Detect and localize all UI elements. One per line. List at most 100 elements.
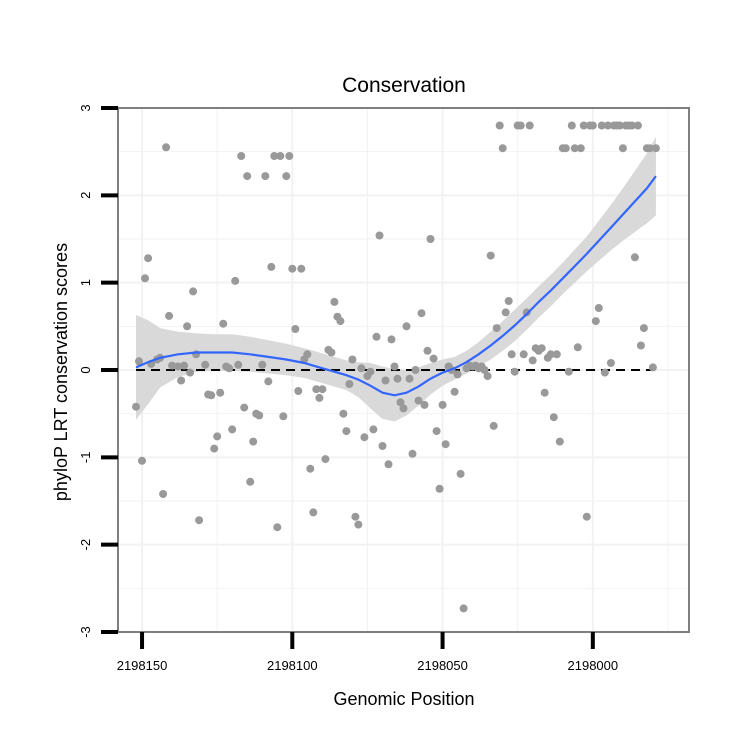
data-point xyxy=(249,437,258,446)
data-point xyxy=(360,433,369,442)
data-point xyxy=(369,425,378,434)
data-point xyxy=(144,254,153,263)
data-point xyxy=(402,322,411,331)
data-point xyxy=(294,387,303,395)
data-point xyxy=(285,152,294,160)
data-point xyxy=(210,444,219,453)
data-point xyxy=(183,322,192,331)
data-point xyxy=(357,364,366,373)
data-point xyxy=(426,235,435,243)
x-tick-label: 2198050 xyxy=(417,658,468,673)
x-tick-label: 2198100 xyxy=(267,658,318,673)
y-tick-label: 2 xyxy=(78,192,93,199)
data-point xyxy=(321,455,330,464)
data-point xyxy=(165,311,174,320)
data-point xyxy=(336,317,345,326)
smooth-fit-line xyxy=(135,175,657,397)
data-point xyxy=(168,361,177,370)
data-point xyxy=(228,425,237,434)
data-point xyxy=(258,360,267,369)
data-point xyxy=(606,359,615,367)
data-point xyxy=(195,516,204,525)
data-point xyxy=(429,354,438,363)
data-point xyxy=(231,276,240,285)
data-point xyxy=(237,152,246,160)
data-point xyxy=(645,144,654,153)
data-point xyxy=(159,490,168,498)
data-point xyxy=(138,456,146,465)
data-point xyxy=(375,231,384,240)
data-point xyxy=(441,440,450,449)
data-point xyxy=(480,366,489,374)
data-point xyxy=(423,346,432,355)
data-point xyxy=(411,366,420,374)
data-point xyxy=(528,356,537,365)
data-point xyxy=(354,520,363,529)
data-point xyxy=(576,144,585,153)
data-point xyxy=(435,484,444,493)
data-point xyxy=(648,363,657,372)
data-point xyxy=(555,437,564,446)
data-point xyxy=(327,348,336,357)
data-point xyxy=(135,357,143,366)
y-tick-label: -2 xyxy=(78,539,93,551)
data-point xyxy=(213,432,222,441)
y-tick-label: 3 xyxy=(78,104,93,111)
data-point xyxy=(303,350,312,359)
data-point xyxy=(459,604,468,613)
data-point xyxy=(351,512,360,521)
data-point xyxy=(297,264,306,273)
data-point xyxy=(276,152,285,160)
data-point xyxy=(417,309,426,318)
data-point xyxy=(522,308,531,317)
data-point xyxy=(597,121,606,130)
data-point xyxy=(615,121,624,130)
x-tick-label: 2198000 xyxy=(568,658,619,673)
x-tick-label: 2198150 xyxy=(117,658,168,673)
data-point xyxy=(141,274,149,283)
data-point xyxy=(216,388,225,397)
data-point xyxy=(486,251,495,260)
data-point xyxy=(591,317,600,326)
data-point xyxy=(174,362,183,371)
data-point xyxy=(162,143,171,152)
data-point xyxy=(396,398,405,407)
y-tick-label: 1 xyxy=(78,279,93,286)
x-axis: 2198150 2198100 2198050 2198000 xyxy=(117,632,618,673)
data-point xyxy=(639,324,648,333)
data-point xyxy=(450,387,459,396)
data-point xyxy=(240,403,249,412)
data-point xyxy=(291,325,300,333)
data-point xyxy=(456,469,465,478)
data-point xyxy=(342,427,351,436)
data-point xyxy=(390,362,399,371)
data-point xyxy=(309,508,318,517)
data-point xyxy=(393,374,402,383)
data-point xyxy=(273,523,282,532)
data-point xyxy=(318,385,327,394)
confidence-band xyxy=(136,136,656,422)
data-point xyxy=(267,262,276,271)
data-point xyxy=(408,449,417,458)
data-point xyxy=(243,172,252,181)
data-point xyxy=(132,402,140,411)
data-point xyxy=(561,144,570,153)
data-point xyxy=(282,172,291,181)
data-point xyxy=(516,121,525,130)
data-point xyxy=(525,121,534,130)
data-point xyxy=(381,376,390,385)
data-point xyxy=(366,367,375,376)
data-point xyxy=(261,172,270,181)
data-point xyxy=(540,388,549,397)
data-point xyxy=(567,121,576,130)
data-point xyxy=(234,360,243,369)
data-point xyxy=(579,121,588,130)
data-point xyxy=(180,361,189,370)
data-point xyxy=(630,253,639,262)
data-point xyxy=(420,400,429,409)
y-tick-label: -1 xyxy=(78,452,93,464)
data-point xyxy=(618,144,627,153)
data-point xyxy=(378,442,387,450)
data-point xyxy=(207,391,216,400)
